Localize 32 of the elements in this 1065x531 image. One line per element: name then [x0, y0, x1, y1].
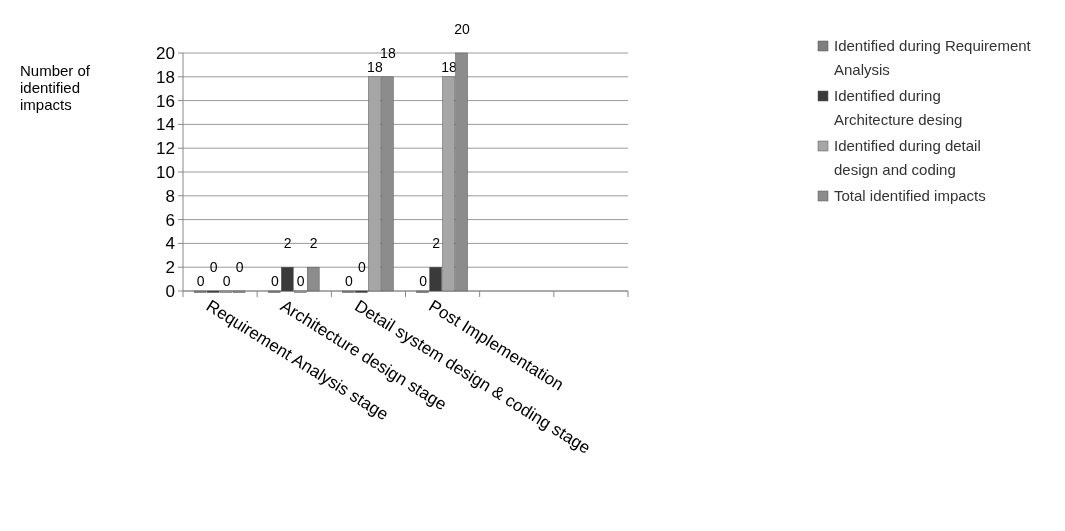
- data-label: 0: [270, 273, 279, 289]
- legend-label: Total identified impacts: [834, 187, 986, 205]
- data-label: 0: [209, 259, 218, 275]
- y-tick-label: 4: [165, 234, 175, 254]
- data-label: 18: [367, 58, 383, 75]
- y-axis-title: Number of identified impacts: [20, 62, 91, 113]
- y-tick-label: 0: [165, 281, 175, 301]
- y-tick-label: 14: [156, 115, 175, 135]
- data-label: 18: [441, 58, 458, 75]
- y-tick-label: 18: [156, 67, 175, 87]
- data-label: 0: [222, 273, 231, 289]
- legend-label: Identified during detail design and coding: [834, 137, 981, 179]
- data-label: 20: [454, 21, 471, 37]
- y-tick-label: 12: [156, 139, 175, 159]
- data-label: 18: [380, 44, 396, 61]
- data-label: 0: [345, 273, 354, 289]
- data-label: 0: [196, 273, 205, 289]
- data-label: 0: [419, 273, 428, 289]
- data-label: 2: [283, 235, 292, 252]
- data-label: 0: [358, 259, 367, 275]
- data-label: 2: [432, 235, 441, 252]
- y-tick-label: 10: [156, 162, 175, 182]
- y-tick-label: 16: [156, 91, 175, 111]
- data-label: 0: [296, 273, 305, 289]
- legend-label: Identified during Requirement Analysis: [834, 37, 1032, 79]
- y-tick-label: 20: [156, 43, 175, 63]
- data-label: 2: [309, 235, 318, 252]
- y-tick-label: 8: [165, 186, 175, 206]
- data-label: 0: [235, 259, 244, 275]
- y-tick-label: 2: [165, 258, 175, 278]
- y-tick-label: 6: [165, 210, 175, 230]
- legend-label: Identified during Architecture desing: [834, 87, 963, 129]
